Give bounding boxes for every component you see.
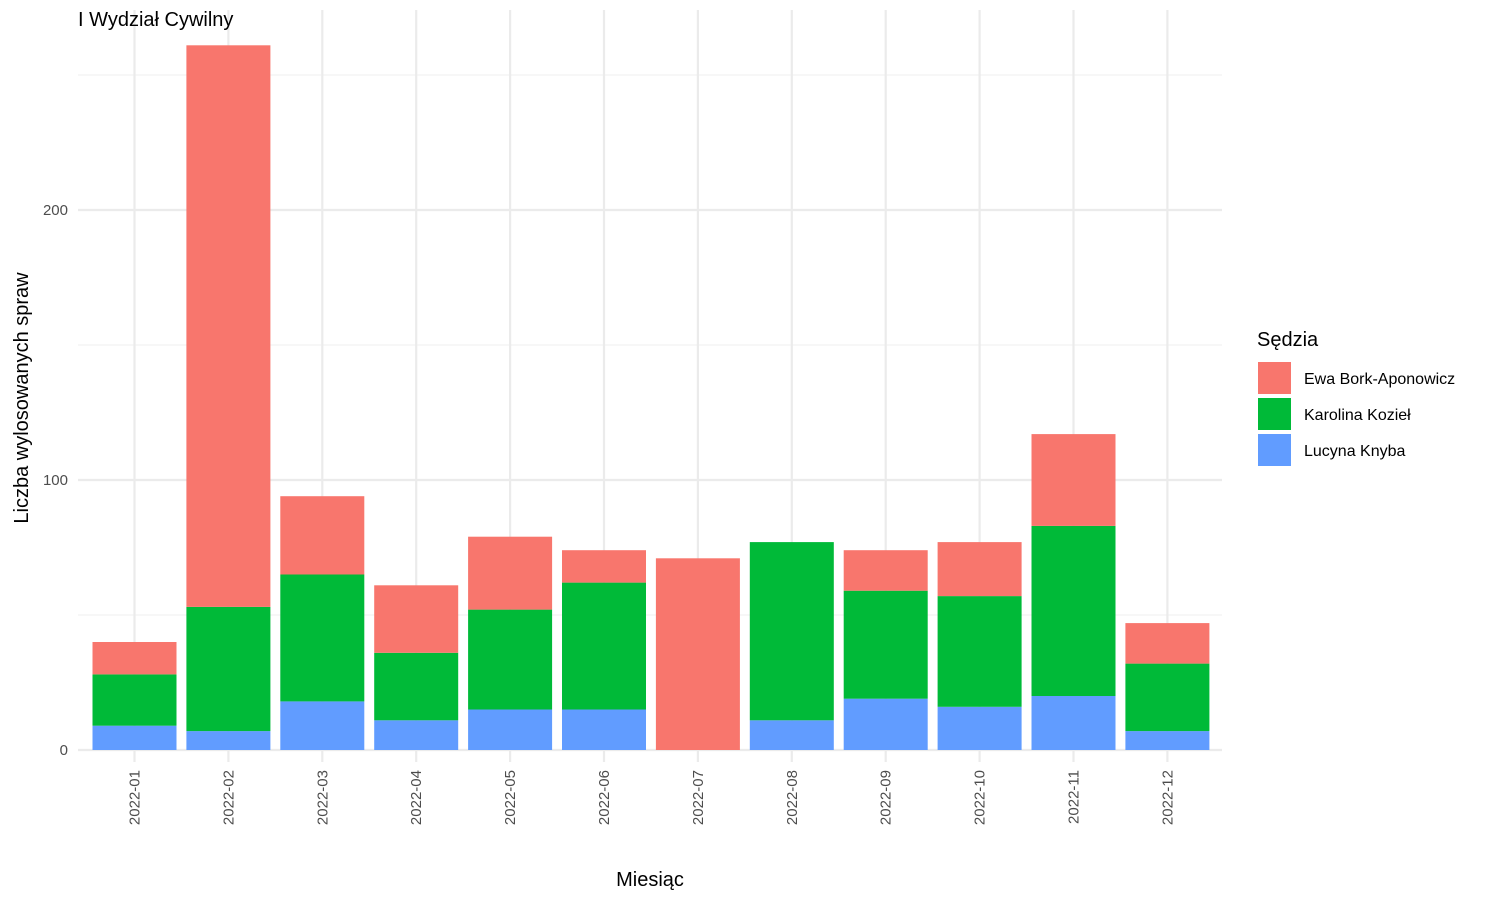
y-tick-label: 0 bbox=[60, 742, 68, 759]
bar-2022-04-lucyna-knyba bbox=[374, 720, 459, 750]
x-tick-labels: 2022-01 2022-02 2022-03 2022-04 2022-05 2022-… bbox=[127, 770, 1177, 825]
bar-2022-11-ewa-bork-aponowicz bbox=[1031, 434, 1116, 526]
x-tick-label: 2022-07 bbox=[690, 770, 707, 825]
bar-2022-03-karolina-kozie- bbox=[280, 574, 365, 702]
bar-2022-10-ewa-bork-aponowicz bbox=[937, 542, 1022, 597]
bar-2022-04-ewa-bork-aponowicz bbox=[374, 585, 459, 653]
y-tick-label: 100 bbox=[43, 472, 68, 489]
bar-2022-12-karolina-kozie- bbox=[1125, 663, 1210, 732]
bar-2022-11-lucyna-knyba bbox=[1031, 696, 1116, 750]
x-tick-label: 2022-04 bbox=[408, 770, 425, 825]
x-tick-label: 2022-12 bbox=[1159, 770, 1176, 825]
legend-key bbox=[1258, 398, 1291, 430]
bar-2022-04-karolina-kozie- bbox=[374, 652, 459, 721]
bar-2022-05-lucyna-knyba bbox=[468, 709, 553, 750]
bars bbox=[92, 45, 1210, 750]
x-tick-label: 2022-01 bbox=[127, 770, 144, 825]
bar-2022-12-lucyna-knyba bbox=[1125, 731, 1210, 750]
x-tick-label: 2022-08 bbox=[784, 770, 801, 825]
legend-label: Ewa Bork-Aponowicz bbox=[1304, 371, 1455, 388]
bar-2022-02-lucyna-knyba bbox=[186, 731, 271, 750]
bar-2022-01-ewa-bork-aponowicz bbox=[92, 642, 177, 675]
bar-2022-05-ewa-bork-aponowicz bbox=[468, 536, 553, 610]
x-tick-label: 2022-03 bbox=[314, 770, 331, 825]
bar-2022-02-ewa-bork-aponowicz bbox=[186, 45, 271, 607]
bar-2022-06-karolina-kozie- bbox=[562, 582, 646, 710]
y-tick-label: 200 bbox=[43, 202, 68, 219]
x-axis-title: Miesiąc bbox=[616, 869, 684, 891]
y-axis-title: Liczba wylosowanych spraw bbox=[11, 272, 33, 524]
bar-2022-08-karolina-kozie- bbox=[749, 542, 834, 721]
legend: Sędzia Ewa Bork-Aponowicz Karolina Kozieł… bbox=[1257, 329, 1455, 466]
bar-2022-09-lucyna-knyba bbox=[843, 698, 928, 750]
x-tick-label: 2022-11 bbox=[1066, 770, 1083, 824]
bar-2022-01-karolina-kozie- bbox=[92, 674, 177, 726]
x-tick-label: 2022-09 bbox=[878, 770, 895, 825]
x-tick-label: 2022-06 bbox=[596, 770, 613, 825]
bar-2022-11-karolina-kozie- bbox=[1031, 525, 1116, 696]
bar-2022-12-ewa-bork-aponowicz bbox=[1125, 623, 1210, 664]
x-tick-label: 2022-10 bbox=[972, 770, 989, 825]
legend-key bbox=[1258, 434, 1291, 466]
x-tick-label: 2022-05 bbox=[502, 770, 519, 825]
legend-title: Sędzia bbox=[1257, 329, 1319, 351]
bar-2022-06-ewa-bork-aponowicz bbox=[562, 550, 646, 583]
bar-2022-08-lucyna-knyba bbox=[749, 720, 834, 750]
y-tick-labels: 0 100 200 bbox=[43, 202, 68, 759]
bar-2022-09-ewa-bork-aponowicz bbox=[843, 550, 928, 591]
bar-2022-07-ewa-bork-aponowicz bbox=[655, 558, 740, 750]
chart-title: I Wydział Cywilny bbox=[78, 9, 233, 31]
bar-2022-10-lucyna-knyba bbox=[937, 706, 1022, 750]
legend-key bbox=[1258, 362, 1291, 394]
bar-2022-06-lucyna-knyba bbox=[562, 709, 646, 750]
bar-2022-01-lucyna-knyba bbox=[92, 725, 177, 750]
bar-2022-03-lucyna-knyba bbox=[280, 701, 365, 750]
x-tick-label: 2022-02 bbox=[220, 770, 237, 825]
legend-label: Karolina Kozieł bbox=[1304, 407, 1411, 424]
legend-label: Lucyna Knyba bbox=[1304, 443, 1406, 460]
bar-2022-09-karolina-kozie- bbox=[843, 590, 928, 699]
bar-2022-10-karolina-kozie- bbox=[937, 596, 1022, 707]
bar-2022-03-ewa-bork-aponowicz bbox=[280, 496, 365, 575]
bar-2022-05-karolina-kozie- bbox=[468, 609, 553, 710]
bar-2022-02-karolina-kozie- bbox=[186, 606, 271, 732]
